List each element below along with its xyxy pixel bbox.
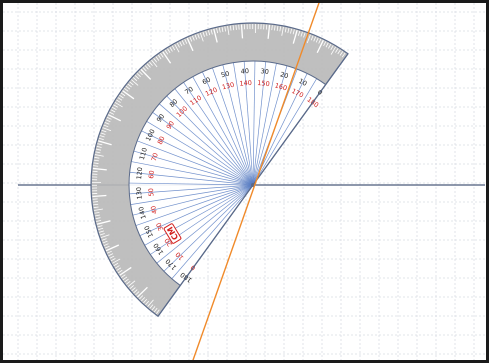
inner-scale-label: 70 [150,152,160,162]
inner-scale-label: 90 [165,119,176,130]
protractor-rim [90,22,349,318]
inner-scale-label: 20 [163,237,174,248]
inner-scale-label: 40 [149,205,159,215]
outer-scale-label: 20 [279,70,289,80]
inner-scale-label: 10 [174,250,186,262]
inner-scale-label: 160 [274,81,288,92]
protractor-spokes [129,61,317,279]
orange-transversal-line[interactable] [191,0,321,363]
outer-scale-label: 60 [201,76,212,87]
protractor-tool[interactable]: 0102030405060708090100110120130140150160… [90,22,349,318]
outer-scale-label: 120 [135,167,144,180]
outer-scale-label: 140 [137,206,148,220]
outer-scale-label: 90 [155,112,166,123]
outer-scale-label: 40 [240,67,249,76]
outer-scale-label: 70 [183,85,194,96]
outer-scale-label: 80 [168,97,180,109]
inner-scale-label: 80 [156,135,167,146]
inner-scale-label: 150 [257,79,270,88]
protractor-outer-band [91,23,348,317]
inner-scale-label: 130 [221,81,235,92]
inner-scale-label: 140 [239,79,252,88]
inner-scale-label: 30 [155,221,166,232]
outer-scale-label: 10 [297,77,308,88]
outer-scale-label: 50 [220,70,230,80]
outer-scale-label: 130 [135,187,144,200]
inner-scale-label: 60 [147,170,156,179]
outer-scale-label: 30 [260,67,269,76]
protractor-inner-face [129,61,326,286]
outer-scale-label: 110 [138,147,149,161]
inner-scale-label: 50 [147,188,156,197]
